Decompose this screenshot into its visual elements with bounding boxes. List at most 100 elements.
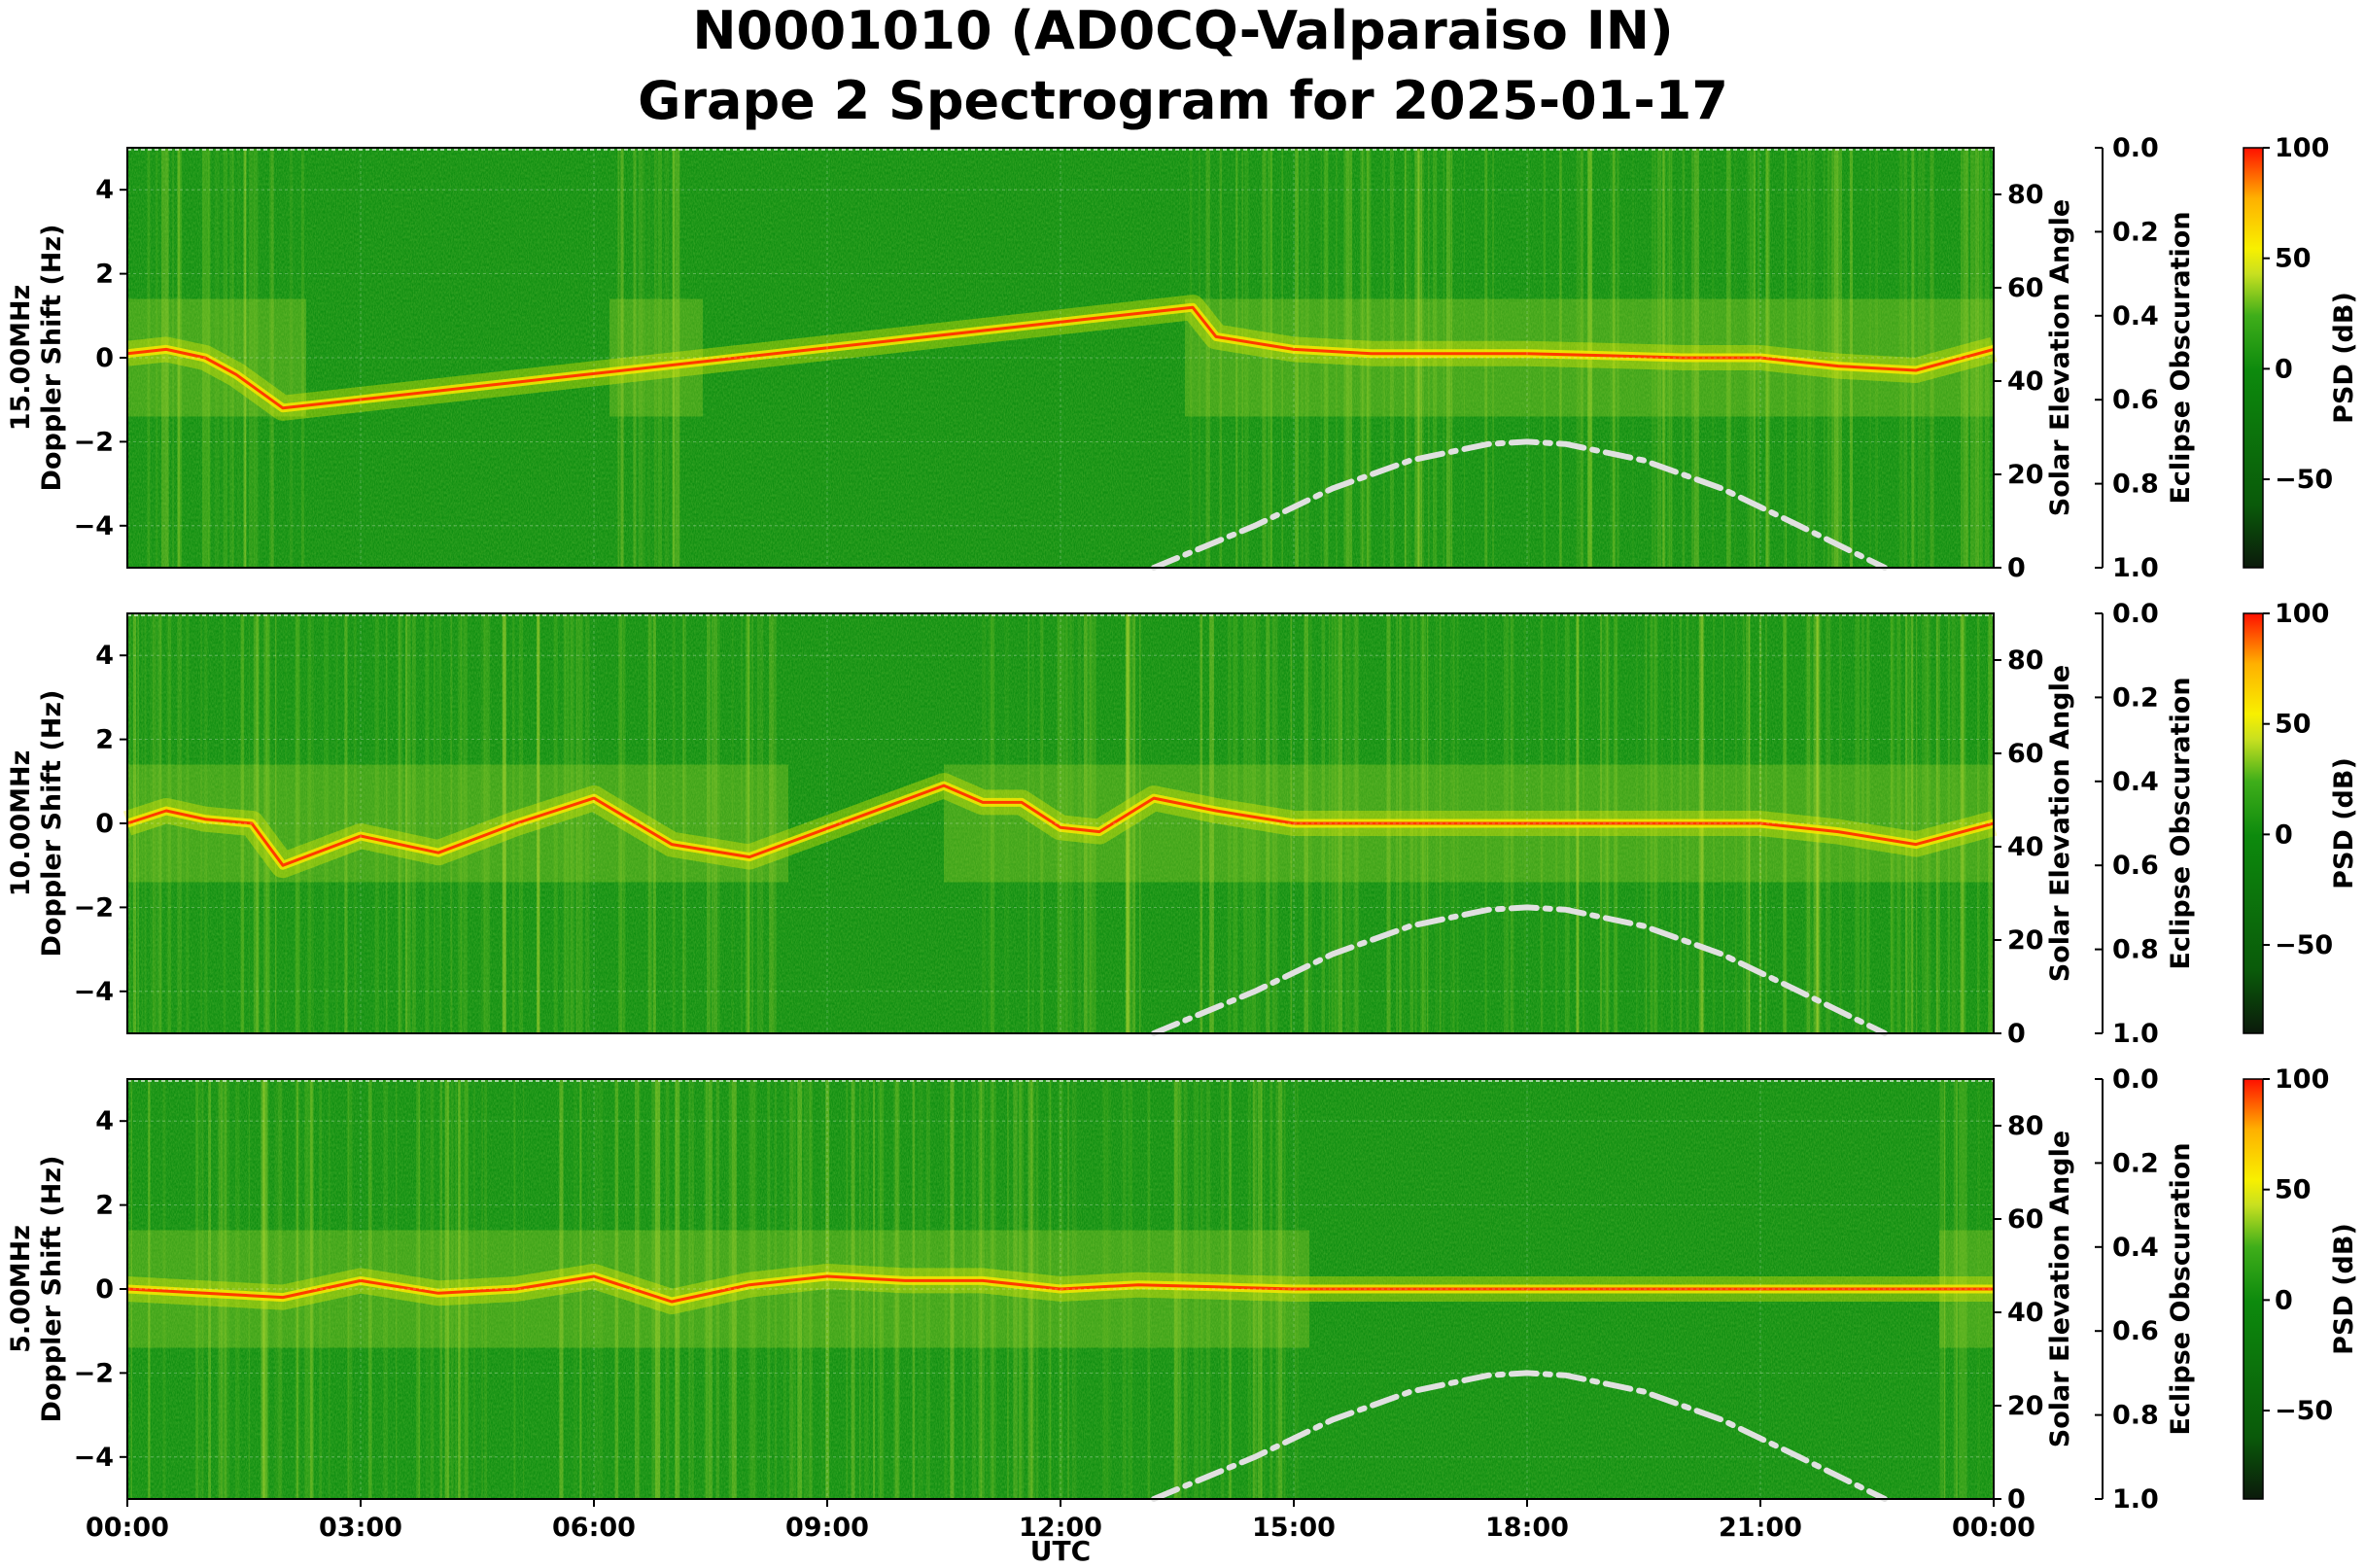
signal-streak bbox=[1219, 148, 1223, 568]
signal-streak bbox=[656, 1079, 661, 1499]
obscuration-tick-label: 0.8 bbox=[2112, 1401, 2159, 1431]
signal-streak bbox=[564, 613, 570, 1033]
signal-streak bbox=[1930, 148, 1934, 568]
signal-streak bbox=[1007, 1079, 1009, 1499]
signal-streak bbox=[753, 1079, 757, 1499]
right-axis-label: Solar Elevation Angle bbox=[2045, 1131, 2075, 1447]
panel-frequency-label: 15.00MHz bbox=[6, 285, 36, 432]
y-tick-label: 2 bbox=[95, 1191, 114, 1221]
signal-streak bbox=[895, 1079, 898, 1499]
obscuration-tick-label: 0.4 bbox=[2112, 301, 2159, 331]
right-tick-label: 60 bbox=[2007, 273, 2044, 303]
signal-streak bbox=[643, 148, 645, 568]
signal-streak bbox=[1855, 613, 1861, 1033]
signal-streak bbox=[385, 613, 388, 1033]
signal-streak bbox=[570, 613, 575, 1033]
x-tick-label: 00:00 bbox=[1952, 1513, 2035, 1543]
signal-streak bbox=[971, 1079, 977, 1499]
solar-elevation-curve bbox=[1151, 438, 1888, 571]
signal-streak bbox=[1898, 148, 1903, 568]
signal-streak bbox=[579, 1079, 582, 1499]
colorbar-tick-label: −50 bbox=[2275, 1396, 2333, 1426]
right-axis-label: Solar Elevation Angle bbox=[2045, 199, 2075, 516]
signal-streak bbox=[177, 148, 180, 568]
right-tick-label: 20 bbox=[2007, 925, 2044, 956]
signal-streak bbox=[1040, 613, 1044, 1033]
obscuration-tick-label: 0.2 bbox=[2112, 217, 2159, 247]
right-axis-label: Solar Elevation Angle bbox=[2045, 665, 2075, 982]
signal-streak bbox=[285, 613, 287, 1033]
signal-streak bbox=[618, 613, 623, 1033]
signal-streak bbox=[859, 1079, 861, 1499]
y-axis-label: Doppler Shift (Hz) bbox=[37, 690, 67, 958]
colorbar-tick-label: −50 bbox=[2275, 465, 2333, 495]
y-tick-label: 2 bbox=[95, 260, 114, 290]
signal-streak bbox=[1031, 613, 1034, 1033]
signal-streak bbox=[1918, 148, 1921, 568]
signal-streak bbox=[141, 613, 144, 1033]
signal-streak bbox=[1132, 613, 1136, 1033]
colorbar-tick-label: 0 bbox=[2275, 1285, 2293, 1315]
obscuration-axis-label: Eclipse Obscuration bbox=[2166, 1142, 2196, 1435]
signal-streak bbox=[767, 1079, 771, 1499]
signal-streak bbox=[1069, 613, 1074, 1033]
signal-streak bbox=[159, 613, 162, 1033]
signal-streak bbox=[1806, 613, 1811, 1033]
signal-streak bbox=[254, 148, 259, 568]
signal-streak bbox=[769, 613, 774, 1033]
obscuration-tick-label: 0.8 bbox=[2112, 470, 2159, 500]
right-tick-label: 0 bbox=[2007, 1019, 2026, 1049]
y-tick-label: 0 bbox=[95, 1274, 114, 1305]
y-tick-label: −2 bbox=[74, 1358, 114, 1388]
signal-streak bbox=[650, 613, 653, 1033]
signal-streak bbox=[150, 613, 155, 1033]
signal-streak bbox=[623, 613, 626, 1033]
x-tick-label: 00:00 bbox=[86, 1513, 169, 1543]
signal-streak bbox=[978, 1079, 981, 1499]
signal-streak bbox=[481, 613, 485, 1033]
signal-streak bbox=[274, 1079, 280, 1499]
signal-streak bbox=[1839, 613, 1842, 1033]
signal-streak bbox=[988, 613, 992, 1033]
x-tick-label: 21:00 bbox=[1719, 1513, 1802, 1543]
obscuration-tick-label: 0.2 bbox=[2112, 1148, 2159, 1178]
signal-streak bbox=[263, 613, 267, 1033]
colorbar bbox=[2243, 1078, 2264, 1500]
signal-streak bbox=[672, 148, 676, 568]
signal-streak bbox=[374, 613, 379, 1033]
signal-streak bbox=[1849, 148, 1853, 568]
signal-streak bbox=[1281, 148, 1283, 568]
doppler-trace-core bbox=[126, 305, 1995, 410]
signal-streak bbox=[707, 613, 711, 1033]
signal-streak bbox=[277, 1079, 282, 1499]
signal-streak bbox=[653, 148, 657, 568]
obscuration-axis-label: Eclipse Obscuration bbox=[2166, 211, 2196, 504]
signal-streak bbox=[1818, 613, 1820, 1033]
signal-streak bbox=[1912, 148, 1914, 568]
signal-streak bbox=[851, 1079, 855, 1499]
x-tick-label: 15:00 bbox=[1252, 1513, 1336, 1543]
y-tick-label: −2 bbox=[74, 892, 114, 923]
signal-streak bbox=[1831, 148, 1836, 568]
obscuration-axis-label: Eclipse Obscuration bbox=[2166, 677, 2196, 969]
signal-streak bbox=[912, 1079, 916, 1499]
signal-streak bbox=[614, 1079, 619, 1499]
signal-streak bbox=[1921, 613, 1925, 1033]
right-tick-label: 80 bbox=[2007, 645, 2044, 676]
signal-streak bbox=[1804, 613, 1808, 1033]
signal-streak bbox=[1263, 148, 1266, 568]
signal-streak bbox=[269, 148, 271, 568]
signal-streak bbox=[1247, 613, 1252, 1033]
signal-streak bbox=[638, 148, 643, 568]
colorbar-tick-label: −50 bbox=[2275, 930, 2333, 960]
signal-streak bbox=[1815, 613, 1821, 1033]
signal-streak bbox=[759, 613, 764, 1033]
doppler-trace-core bbox=[126, 1274, 1994, 1304]
signal-streak bbox=[580, 1079, 582, 1499]
signal-streak bbox=[1803, 148, 1806, 568]
obscuration-tick-label: 1.0 bbox=[2112, 1019, 2159, 1049]
signal-streak bbox=[672, 148, 676, 568]
signal-streak bbox=[1126, 613, 1128, 1033]
signal-streak bbox=[1125, 613, 1130, 1033]
signal-streak bbox=[232, 148, 234, 568]
